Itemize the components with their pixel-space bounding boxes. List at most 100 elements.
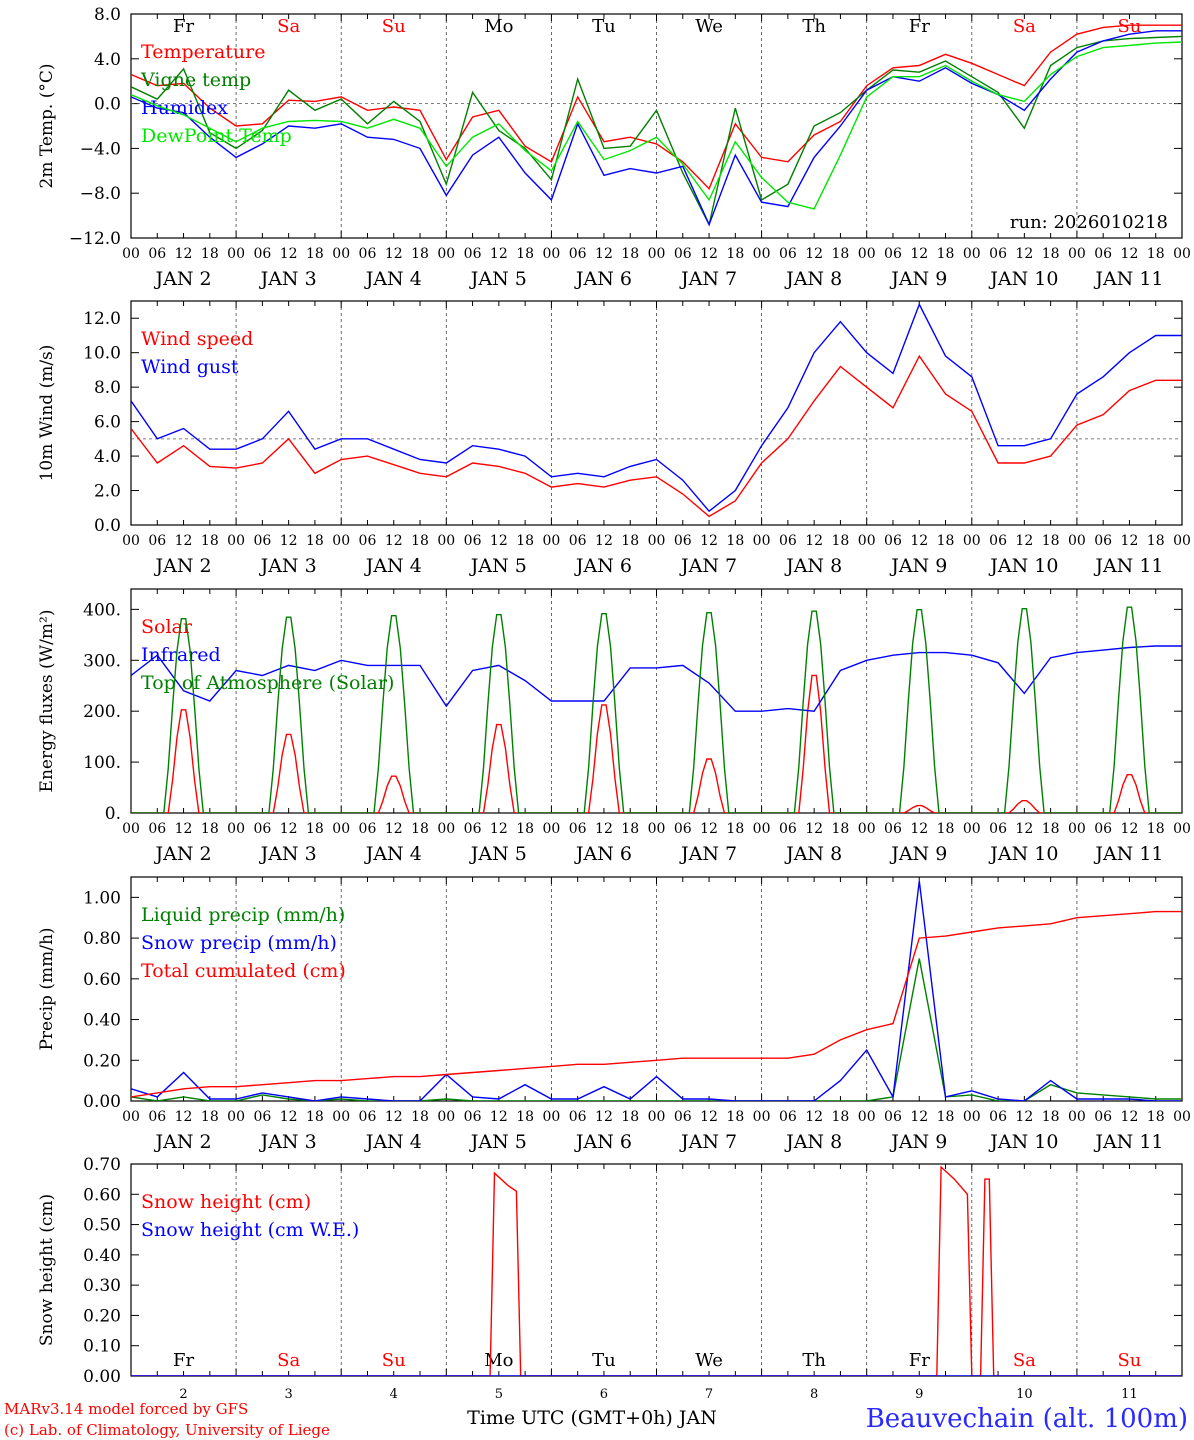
weekday-label: Fr xyxy=(909,1350,930,1371)
hour-tick-label: 00 xyxy=(332,821,350,837)
legend-entry: Top of Atmosphere (Solar) xyxy=(141,672,394,694)
y-tick-label: 2.0 xyxy=(94,482,121,502)
series-line-wind-gust xyxy=(131,302,1182,513)
day-number-label: 8 xyxy=(810,1387,818,1402)
legend-entry: Vigne temp xyxy=(140,69,251,91)
hour-tick-label: 00 xyxy=(227,821,245,837)
hour-tick-label: 12 xyxy=(700,1109,718,1125)
date-label: JAN 9 xyxy=(889,555,947,577)
hour-tick-label: 00 xyxy=(122,821,140,837)
y-tick-label: 0.0 xyxy=(94,95,121,115)
weekday-label: Tu xyxy=(592,1350,616,1371)
hour-tick-label: 00 xyxy=(227,533,245,549)
y-axis-title: Snow height (cm) xyxy=(37,1194,57,1346)
hour-tick-label: 06 xyxy=(1094,821,1112,837)
y-tick-label: 1.00 xyxy=(83,888,121,908)
weekday-label: Fr xyxy=(173,1350,194,1371)
day-number-label: 10 xyxy=(1016,1387,1033,1402)
hour-tick-label: 00 xyxy=(542,1109,560,1125)
station-name: Beauvechain (alt. 100m) xyxy=(866,1404,1188,1434)
legend-entry: Snow precip (mm/h) xyxy=(141,932,337,954)
hour-tick-label: 18 xyxy=(411,533,429,549)
y-tick-label: 0.60 xyxy=(83,1185,121,1205)
hour-tick-label: 18 xyxy=(201,533,219,549)
panel-flux: 0. 100. 200. 300. 400. Energy fluxes (W/m²) 00… xyxy=(37,588,1191,865)
hour-tick-label: 00 xyxy=(437,246,455,262)
hour-tick-label: 00 xyxy=(437,821,455,837)
hour-tick-label: 18 xyxy=(621,1109,639,1125)
hour-tick-label: 18 xyxy=(1147,246,1165,262)
hour-tick-label: 00 xyxy=(648,821,666,837)
lab-credit: (c) Lab. of Climatology, University of L… xyxy=(4,1421,330,1439)
hour-tick-label: 18 xyxy=(621,821,639,837)
series-line-solar xyxy=(131,674,1182,813)
hour-tick-label: 18 xyxy=(621,246,639,262)
hour-tick-label: 06 xyxy=(148,246,166,262)
hour-tick-label: 18 xyxy=(411,246,429,262)
hour-tick-label: 12 xyxy=(1015,533,1033,549)
hour-tick-label: 00 xyxy=(542,533,560,549)
hour-tick-label: 06 xyxy=(253,1109,271,1125)
hour-tick-label: 18 xyxy=(621,533,639,549)
model-credit: MARv3.14 model forced by GFS xyxy=(4,1400,248,1418)
panel-precip: 0.00 0.20 0.40 0.60 0.80 1.00 Precip (mm/h) 00 0… xyxy=(37,876,1191,1153)
y-tick-label: 0.0 xyxy=(94,516,121,536)
legend-entry: Liquid precip (mm/h) xyxy=(141,904,345,926)
hour-tick-label: 12 xyxy=(280,246,298,262)
y-tick-label: 0.60 xyxy=(83,970,121,990)
weekday-label: Th xyxy=(802,16,826,37)
legend-entry: Wind gust xyxy=(141,356,239,378)
day-number-label: 2 xyxy=(179,1387,187,1402)
hour-tick-label: 18 xyxy=(726,533,744,549)
hour-tick-label: 18 xyxy=(306,1109,324,1125)
series-line-dewpoint-temp xyxy=(131,41,1182,210)
hour-tick-label: 00 xyxy=(858,533,876,549)
hour-tick-label: 12 xyxy=(385,533,403,549)
date-label: JAN 10 xyxy=(988,1131,1058,1153)
hour-tick-label: 12 xyxy=(805,821,823,837)
y-tick-label: 10.0 xyxy=(83,344,121,364)
hour-tick-label: 18 xyxy=(306,246,324,262)
hour-tick-label: 06 xyxy=(148,1109,166,1125)
hour-tick-label: 12 xyxy=(805,1109,823,1125)
hour-tick-label: 12 xyxy=(700,821,718,837)
date-label: JAN 8 xyxy=(784,268,842,290)
hour-tick-label: 00 xyxy=(437,1109,455,1125)
day-number-label: 3 xyxy=(285,1387,293,1402)
hour-tick-label: 06 xyxy=(1094,533,1112,549)
date-label: JAN 10 xyxy=(988,555,1058,577)
date-label: JAN 5 xyxy=(469,1131,527,1153)
series-line-vigne-temp xyxy=(131,35,1182,227)
hour-tick-label: 00 xyxy=(753,821,771,837)
hour-tick-label: 00 xyxy=(332,1109,350,1125)
hour-tick-label: 12 xyxy=(1121,533,1139,549)
date-label: JAN 4 xyxy=(364,843,422,865)
hour-tick-label: 18 xyxy=(516,246,534,262)
series-line-snow-precip-mm-h- xyxy=(131,881,1182,1101)
hour-tick-label: 12 xyxy=(595,821,613,837)
hour-tick-label: 06 xyxy=(1094,246,1112,262)
y-tick-label: 8.0 xyxy=(94,5,121,25)
y-tick-label: 8.0 xyxy=(94,378,121,398)
hour-tick-label: 00 xyxy=(858,1109,876,1125)
legend-entry: Total cumulated (cm) xyxy=(141,960,346,982)
day-number-label: 6 xyxy=(600,1387,608,1402)
hour-tick-label: 06 xyxy=(253,246,271,262)
y-tick-label: 0.20 xyxy=(83,1306,121,1326)
y-tick-label: 0. xyxy=(105,804,121,824)
hour-tick-label: 12 xyxy=(175,533,193,549)
hour-tick-label: 18 xyxy=(1042,821,1060,837)
y-tick-label: −4.0 xyxy=(80,139,121,159)
hour-tick-label: 18 xyxy=(306,533,324,549)
date-label: JAN 5 xyxy=(469,268,527,290)
hour-tick-label: 06 xyxy=(989,533,1007,549)
series-line-wind-speed xyxy=(131,354,1182,518)
hour-tick-label: 12 xyxy=(280,533,298,549)
hour-tick-label: 00 xyxy=(753,533,771,549)
hour-tick-label: 18 xyxy=(832,246,850,262)
date-label: JAN 2 xyxy=(154,1131,212,1153)
hour-tick-label: 18 xyxy=(516,821,534,837)
panel-snow: 0.00 0.10 0.20 0.30 0.40 0.50 0.60 0.70 Snow hei… xyxy=(37,1155,1183,1402)
date-label: JAN 4 xyxy=(364,268,422,290)
